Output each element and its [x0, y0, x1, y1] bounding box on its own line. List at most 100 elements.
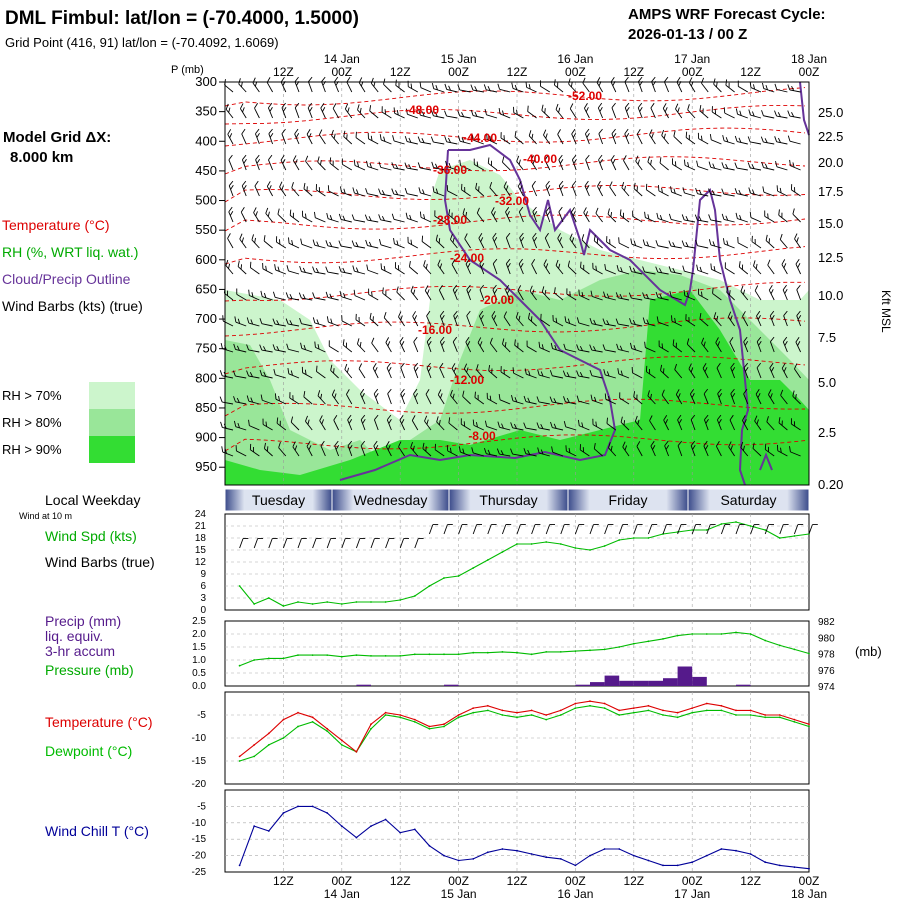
- y-tick-label: 0: [200, 605, 206, 616]
- wind-barb: [615, 318, 630, 327]
- wind-barb: [492, 232, 498, 249]
- temperature-contour: [224, 246, 806, 265]
- y-tick-label: -5: [197, 801, 206, 812]
- wind-barb: [306, 441, 313, 457]
- legend-rh: RH (%, WRT liq. wat.): [2, 244, 138, 260]
- wind-barb: [564, 316, 577, 327]
- surface-wind-barb: [399, 537, 410, 549]
- pressure-tick-label: 980: [818, 633, 835, 644]
- pressure-line-point: [603, 648, 606, 651]
- wind-barb: [558, 180, 564, 197]
- y-tick-label: 24: [195, 509, 207, 520]
- wind-barb: [446, 185, 458, 197]
- wind-barb: [279, 181, 287, 197]
- wind-barb: [753, 260, 762, 275]
- wind-barb: [611, 128, 617, 145]
- wind-speed-line-point: [559, 543, 562, 545]
- wind-barb: [628, 292, 643, 301]
- dewpoint-line-point: [574, 707, 577, 709]
- wind-barb: [636, 129, 643, 145]
- wind-barb: [344, 363, 353, 379]
- wind-barb: [550, 421, 564, 431]
- wind-barb: [774, 136, 788, 145]
- wind-barb: [518, 258, 524, 275]
- temperature-line-point: [413, 718, 416, 721]
- temperature-line-point: [384, 711, 387, 714]
- wind-barb: [387, 388, 392, 405]
- wind-barb: [398, 311, 405, 327]
- wind-barb: [426, 336, 432, 353]
- wind-barb: [729, 336, 736, 353]
- dewpoint-line-point: [399, 716, 402, 719]
- wind-barb: [615, 292, 630, 301]
- wind-barb: [709, 133, 722, 145]
- wind-barb: [232, 370, 247, 379]
- weekday-label: Thursday: [479, 492, 537, 508]
- temperature-contour: [224, 214, 806, 232]
- wind-barb: [355, 131, 366, 145]
- wind-barb: [364, 214, 379, 223]
- wind-speed-line-point: [370, 601, 372, 603]
- wind-barb: [728, 441, 735, 457]
- wind-barb: [569, 233, 577, 249]
- wind-barb: [661, 129, 669, 145]
- wind-barb: [606, 236, 617, 249]
- height-tick-label: 20.0: [818, 155, 843, 170]
- wind-barb: [781, 259, 788, 275]
- bottom-date-label: 16 Jan: [557, 887, 593, 900]
- temperature-line-point: [662, 709, 664, 712]
- y-tick-label: -20: [192, 779, 207, 790]
- wind-height-label: Wind at 10 m: [19, 511, 72, 521]
- wind-barb: [538, 341, 550, 353]
- dewpoint-line-point: [282, 737, 285, 739]
- surface-wind-barb: [750, 523, 760, 535]
- precip-bar: [590, 682, 605, 686]
- wind-barb: [697, 288, 709, 301]
- wind-barb: [563, 343, 577, 353]
- wind-barb: [668, 266, 682, 275]
- wind-barb: [300, 342, 313, 353]
- wind-barb: [448, 209, 458, 223]
- temperature-contour-label: -40.00: [523, 152, 557, 166]
- wind-barb: [246, 317, 260, 327]
- pressure-line-point: [370, 655, 372, 657]
- wind-barb: [514, 131, 524, 145]
- surface-wind-barb: [326, 537, 337, 549]
- precip-bar: [619, 680, 634, 686]
- wind-barb: [780, 389, 788, 405]
- wind-barb: [716, 362, 722, 379]
- wind-barb: [487, 157, 498, 171]
- wind-barb: [483, 447, 498, 457]
- pressure-line-point: [238, 664, 241, 667]
- temperature-contour-label: -8.00: [468, 429, 496, 443]
- wind-barb: [422, 442, 432, 457]
- wind-barb: [241, 180, 247, 197]
- top-hour-label: 12Z: [273, 65, 294, 79]
- precip-bar: [677, 666, 693, 686]
- wind-barb: [360, 414, 366, 431]
- y-tick-label: 0.5: [192, 668, 206, 679]
- dewpoint-line-point: [676, 716, 679, 719]
- wind-barb: [395, 79, 405, 93]
- temperature-contour-label: -44.00: [463, 131, 497, 145]
- wind-barb: [621, 181, 630, 197]
- wind-barb: [277, 208, 287, 223]
- page-title: DML Fimbul: lat/lon = (-70.4000, 1.5000): [5, 8, 359, 29]
- wind-barb: [730, 362, 736, 379]
- windchill-legend: Wind Chill T (°C): [45, 823, 149, 839]
- cloud-outline: [339, 149, 617, 481]
- windchill-line-point: [778, 864, 781, 867]
- wind-barb: [225, 103, 234, 119]
- bottom-hour-label: 12Z: [740, 874, 761, 888]
- wind-barb: [616, 265, 630, 275]
- wind-barb: [307, 76, 313, 93]
- wind-barb: [748, 187, 762, 197]
- wind-barb: [796, 284, 802, 301]
- windchill-line-point: [443, 854, 445, 857]
- y-tick-label: -20: [192, 851, 207, 862]
- wind-barb: [769, 310, 775, 327]
- wind-barb: [248, 289, 260, 301]
- wind-barb: [571, 180, 577, 197]
- wind-barb: [630, 238, 643, 249]
- rh-swatch-90: [89, 436, 135, 463]
